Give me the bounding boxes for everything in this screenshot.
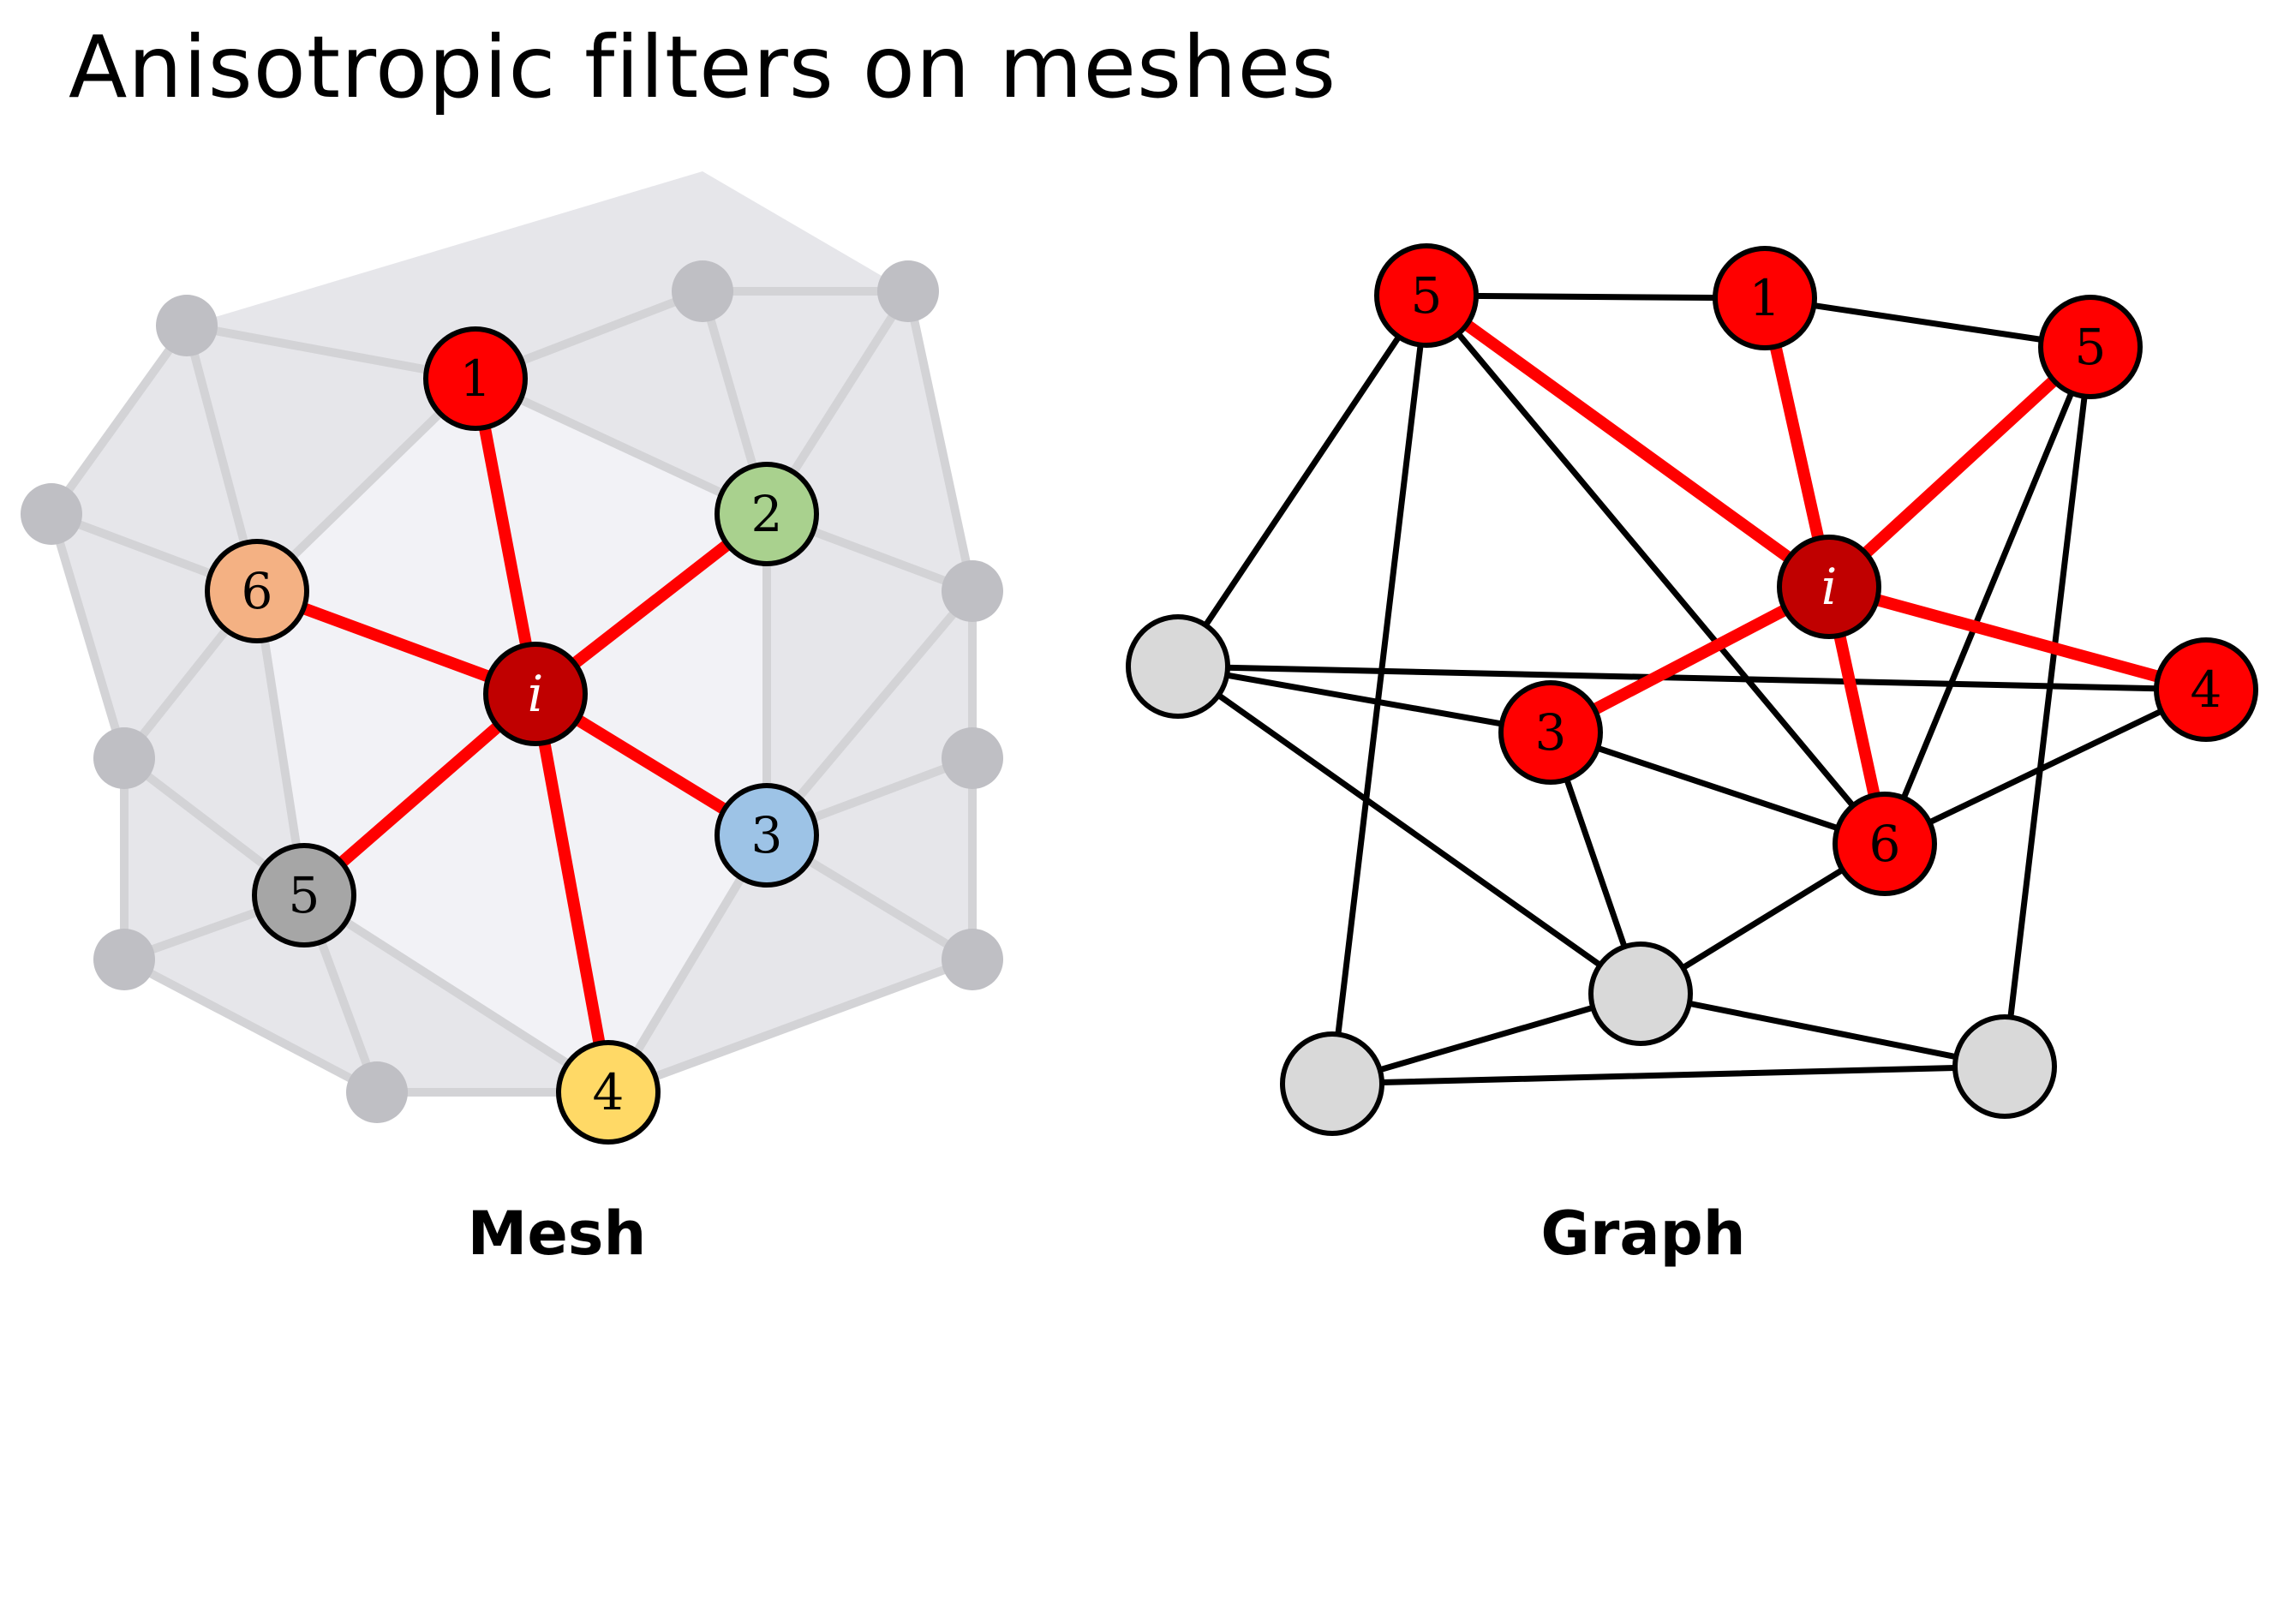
graph-node [1588,942,1693,1046]
graph-node-1-label: 1 [1749,269,1781,327]
graph-node-4-label: 4 [2191,661,2222,719]
mesh-node-4-label: 4 [593,1063,625,1121]
mesh-node-6-label: 6 [242,562,273,620]
mesh-vertex [942,727,1003,789]
graph-node-5b: 5 [2038,295,2143,399]
graph-edge-i-4 [1823,581,2212,696]
mesh-vertex [942,560,1003,622]
mesh-node-2-label: 2 [751,485,783,543]
graph-node-center-label: i [1821,558,1838,616]
mesh-node-3-label: 3 [751,806,783,864]
graph-node-4: 4 [2154,637,2258,742]
graph-node [1952,1014,2057,1119]
mesh-edge-i-4 [529,688,614,1098]
mesh-node-4: 4 [556,1040,661,1145]
mesh-vertices [21,260,1003,1123]
graph-node-6-label: 6 [1869,815,1901,873]
graph-edge-i-5a [1420,290,1835,593]
mesh-vertex [672,260,733,322]
mesh-node-6: 6 [205,539,309,643]
graph-node-3-label: 3 [1535,703,1567,762]
mesh-node-1: 1 [423,326,528,431]
graph-node-5b-label: 5 [2075,318,2107,376]
graph-node-6: 6 [1833,792,1937,896]
mesh-node-5: 5 [252,843,356,947]
mesh-edge-i-1 [469,373,541,700]
mesh-node-center-label: i [528,665,544,723]
mesh-panel: 1 2 3 4 5 6 i Mesh [21,171,1003,1269]
mesh-vertex [156,295,218,356]
graph-node-5a-label: 5 [1411,266,1443,325]
graph-edge-i-5b [1823,341,2096,593]
graph-node-5a: 5 [1374,243,1479,348]
graph-label: Graph [1540,1199,1745,1269]
mesh-vertex [21,483,82,545]
mesh-vertex [346,1061,408,1123]
graph-edges [1175,292,2209,1087]
graph-node-1: 1 [1713,246,1817,350]
slide-title: Anisotropic filters on meshes [69,17,1337,117]
mesh-vertex [942,929,1003,990]
mesh-node-2: 2 [715,462,819,566]
mesh-vertex [93,929,155,990]
graph-grey-nodes [1126,614,2057,1136]
mesh-node-3: 3 [715,783,819,888]
mesh-label: Mesh [468,1199,647,1269]
graph-node [1126,614,1230,719]
mesh-vertex [877,260,939,322]
mesh-node-center: i [483,642,588,746]
graph-node-3: 3 [1498,680,1603,785]
mesh-node-5-label: 5 [289,866,320,924]
graph-node [1280,1031,1384,1136]
graph-node-center: i [1777,535,1881,639]
graph-panel: 5 1 5 4 3 6 i Graph [1126,243,2258,1269]
graph-edge-i-3 [1545,581,1835,738]
mesh-node-1-label: 1 [460,350,492,408]
mesh-vertex [93,727,155,789]
